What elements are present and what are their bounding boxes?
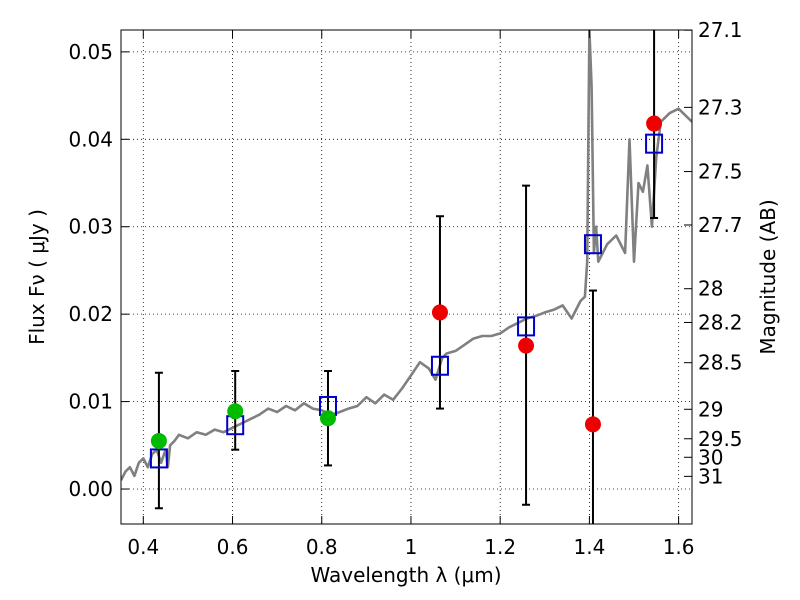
plot-background: [121, 30, 692, 524]
model-photometry-square: [583, 234, 602, 255]
mag-tick-label: 27.7: [698, 213, 743, 237]
y-tick-label: 0.02: [68, 302, 113, 326]
x-tick-label: 0.8: [306, 535, 338, 559]
mag-tick-label: 28.2: [698, 310, 743, 334]
upper-limit-point: [646, 115, 663, 132]
y-tick-label: 0.01: [68, 390, 113, 414]
detection-point: [150, 432, 167, 449]
y-axis-title: Flux Fν ( μJy ): [25, 209, 49, 345]
upper-limit-point: [518, 337, 535, 354]
model-layer: [121, 30, 692, 481]
mag-tick-label: 27.5: [698, 160, 743, 184]
x-tick-label: 1.4: [573, 535, 605, 559]
y2-axis-title: Magnitude (AB): [756, 199, 780, 354]
y-tick-label: 0.04: [68, 127, 113, 151]
model-photometry-square: [517, 316, 536, 337]
x-tick-label: 0.6: [217, 535, 249, 559]
mag-tick-label: 31: [698, 464, 723, 488]
y-tick-label: 0.00: [68, 477, 113, 501]
model-photometry-layer: [149, 133, 664, 469]
x-tick-label: 1: [405, 535, 418, 559]
y-tick-label: 0.05: [68, 40, 113, 64]
mag-tick-label: 29.5: [698, 427, 743, 451]
upper-limit-point: [584, 416, 601, 433]
model-photometry-square: [430, 355, 449, 376]
detection-point: [227, 403, 244, 420]
model-spectrum-line: [121, 30, 692, 481]
mag-tick-label: 28: [698, 277, 723, 301]
x-tick-label: 0.4: [127, 535, 159, 559]
model-photometry-square: [149, 448, 168, 469]
x-tick-label: 1.2: [484, 535, 516, 559]
x-axis-title: Wavelength λ (μm): [310, 563, 501, 587]
ticks: 0.4 0.6 0.8 1 1.2 1.4 1.6 0.00 0.01 0.02 0.03 0.04 0…: [68, 18, 742, 559]
mag-tick-label: 27.1: [698, 18, 743, 42]
mag-tick-label: 28.5: [698, 351, 743, 375]
plot-frame: [120, 29, 693, 525]
detection-point: [319, 410, 336, 427]
mag-tick-label: 29: [698, 397, 723, 421]
mag-tick-label: 30: [698, 445, 723, 469]
mag-tick-label: 27.3: [698, 95, 743, 119]
model-photometry-square: [645, 133, 664, 154]
x-tick-label: 1.6: [663, 535, 695, 559]
observed-points-layer: [150, 115, 663, 449]
y-tick-label: 0.03: [68, 215, 113, 239]
upper-limit-point: [431, 304, 448, 321]
